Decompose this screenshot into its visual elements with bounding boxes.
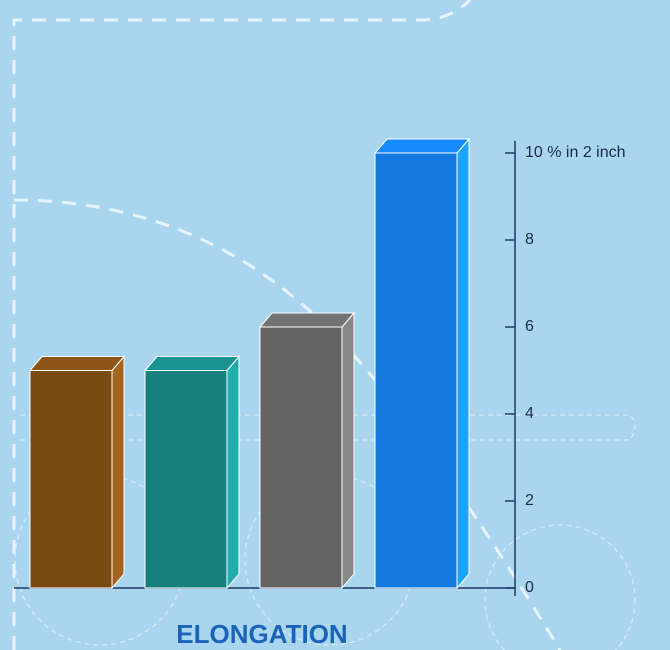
y-tick-label: 2 [525,492,534,509]
bar-side [456,137,470,590]
bar [28,355,126,590]
bar-top [258,312,356,328]
y-tick-label: 8 [525,231,534,248]
bar-front [144,370,228,589]
bar-side [226,355,240,590]
bar-side [341,311,355,590]
y-tick-label: 4 [525,405,534,422]
y-tick-label: 6 [525,318,534,335]
chart-title: ELONGATION [176,619,347,649]
bar-side [111,355,125,590]
bar-front [259,326,343,589]
bar-front [29,370,113,589]
y-tick-label: 0 [525,579,534,596]
bar-top [143,356,241,371]
bar-front [374,152,458,589]
bar-top [28,356,126,371]
y-tick-label: 10 % in 2 inch [525,144,626,161]
bar-top [373,138,471,154]
bar [258,311,356,590]
bar [143,355,241,590]
bar [373,137,471,590]
